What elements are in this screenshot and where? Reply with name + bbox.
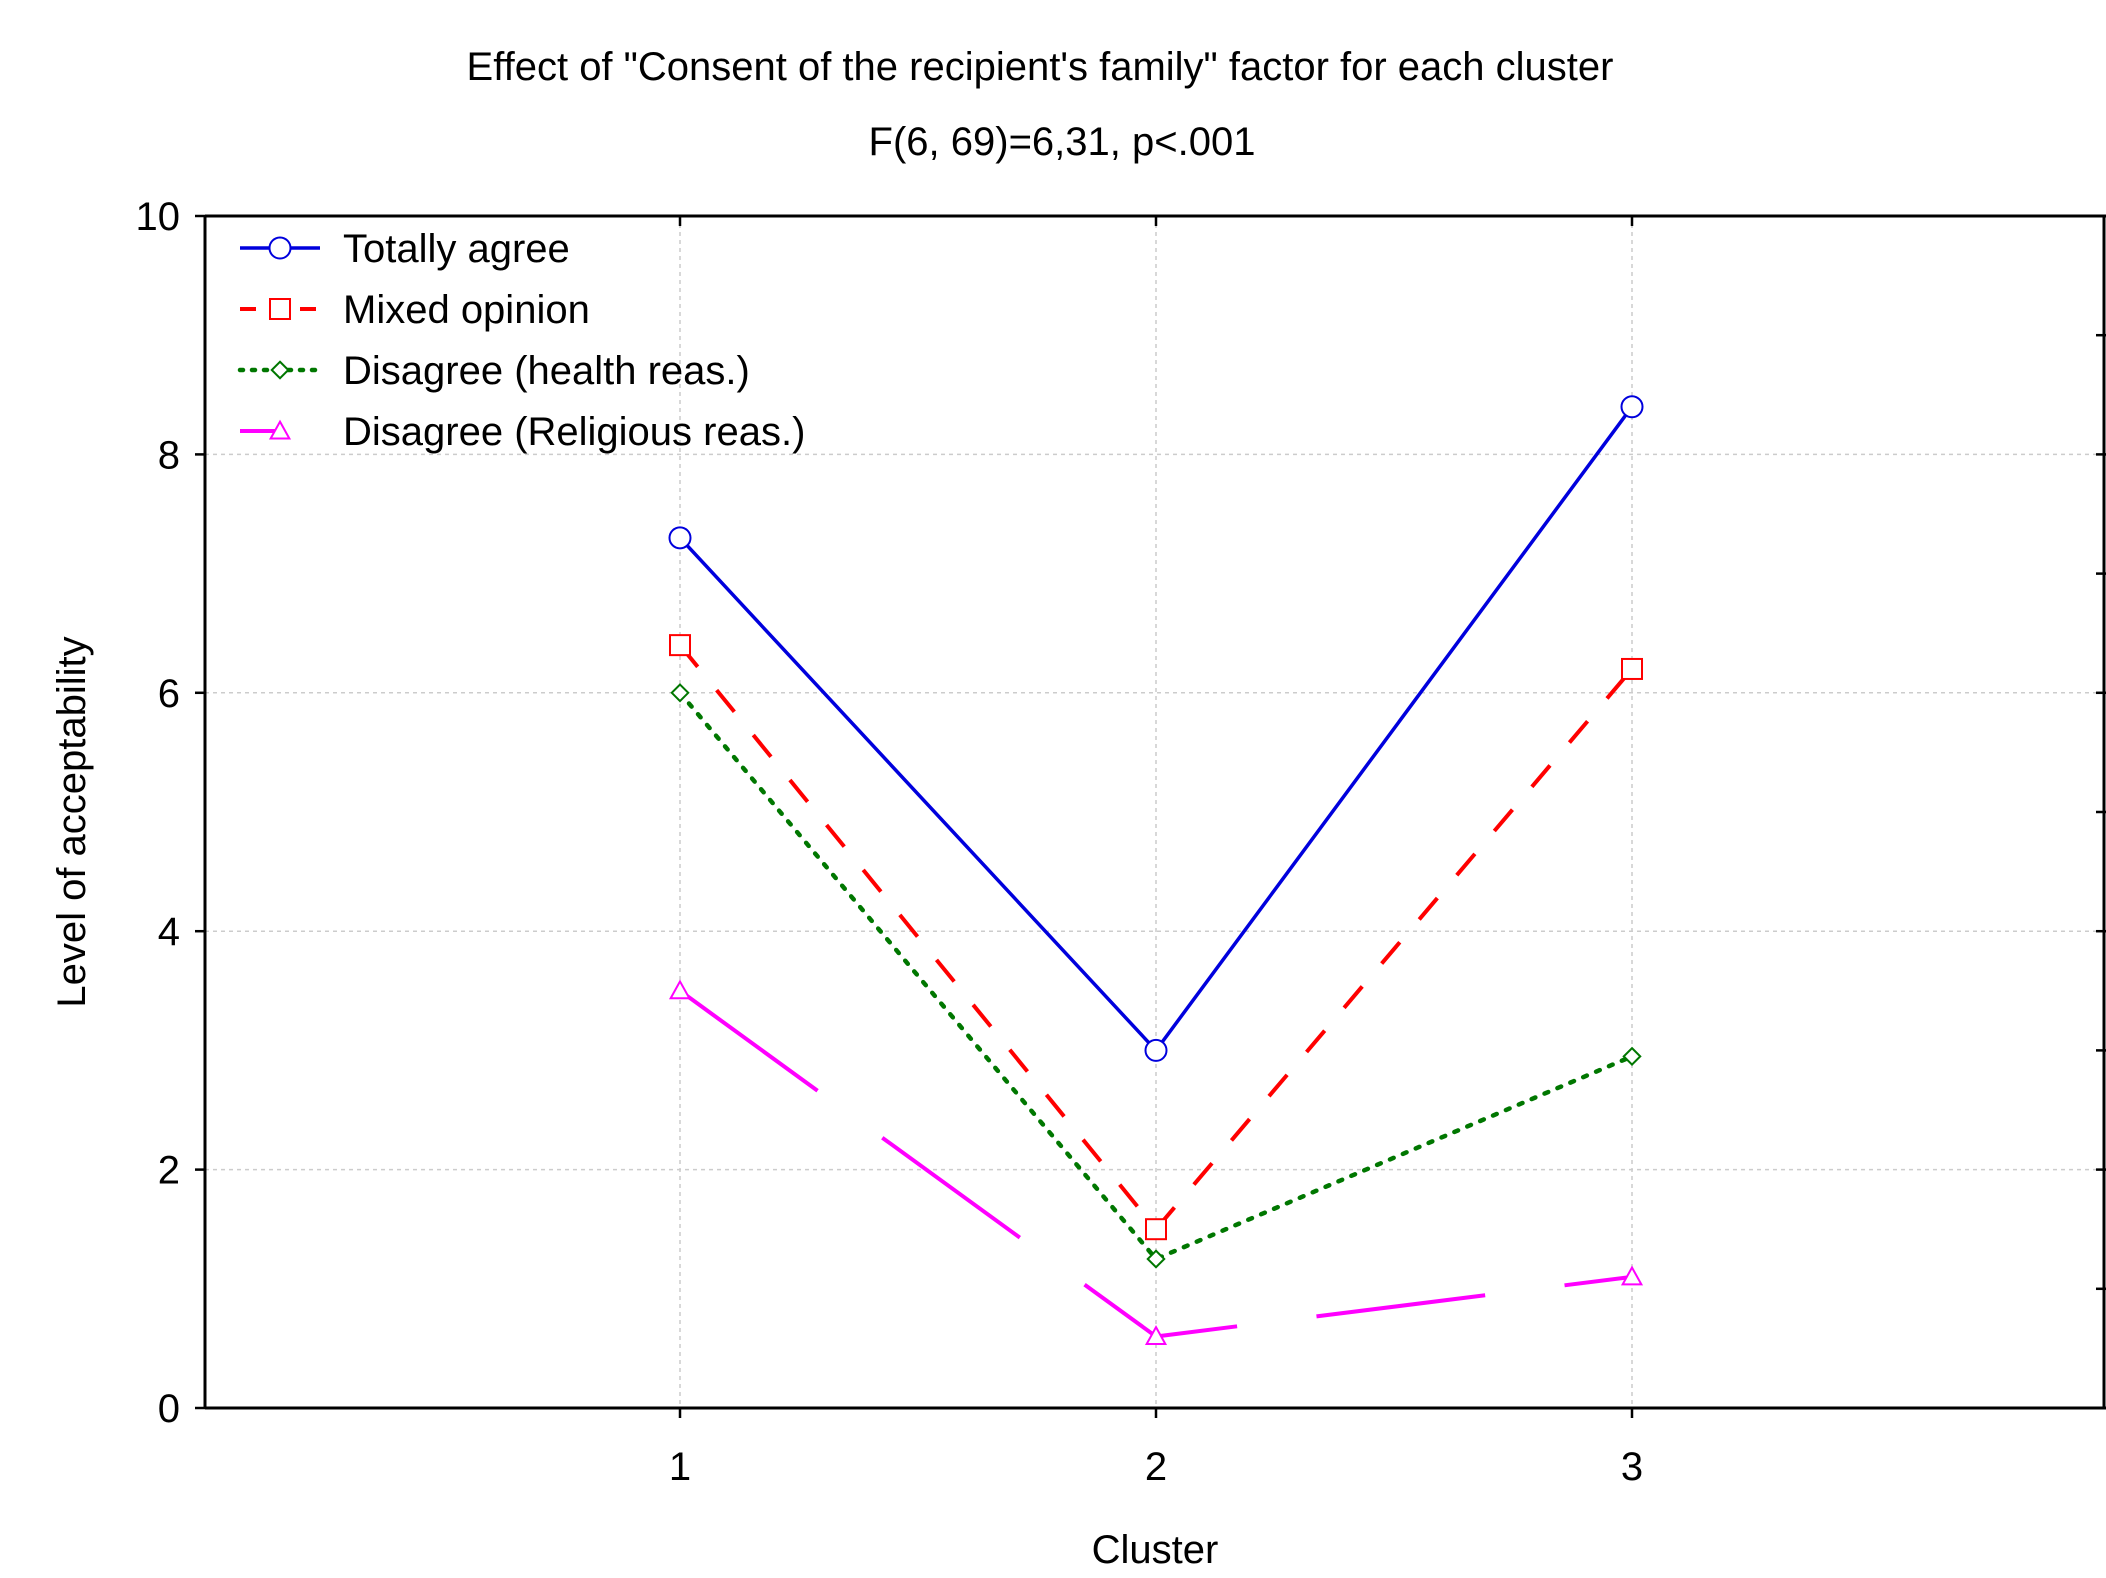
y-tick-label: 2 xyxy=(158,1149,180,1193)
y-tick-label: 8 xyxy=(158,433,180,477)
y-axis-label: Level of acceptability xyxy=(50,636,94,1007)
x-tick-label: 3 xyxy=(1621,1445,1643,1489)
data-point xyxy=(1622,396,1643,417)
x-tick-label: 2 xyxy=(1145,1445,1167,1489)
data-point xyxy=(672,685,689,702)
legend-label: Totally agree xyxy=(343,227,570,271)
legend-marker xyxy=(270,299,290,319)
x-tick-label: 1 xyxy=(669,1445,691,1489)
legend-item: Mixed opinion xyxy=(240,288,590,332)
legend-label: Disagree (health reas.) xyxy=(343,349,750,393)
y-tick-label: 6 xyxy=(158,672,180,716)
data-point xyxy=(671,981,690,998)
data-point xyxy=(670,635,690,655)
legend-label: Mixed opinion xyxy=(343,288,590,332)
chart-subtitle: F(6, 69)=6,31, p<.001 xyxy=(869,120,1256,164)
data-point xyxy=(1146,1219,1166,1239)
legend-marker xyxy=(272,362,289,379)
y-tick-label: 0 xyxy=(158,1387,180,1431)
y-tick-label: 4 xyxy=(158,910,180,954)
data-point xyxy=(1146,1040,1167,1061)
data-point xyxy=(670,527,691,548)
data-point xyxy=(1622,659,1642,679)
data-point xyxy=(1624,1048,1641,1065)
x-axis-label: Cluster xyxy=(1092,1528,1219,1572)
legend-marker xyxy=(270,238,291,259)
legend: Totally agree Mixed opinion Disagree (heal… xyxy=(240,227,805,454)
legend-item: Totally agree xyxy=(240,227,570,271)
legend-label: Disagree (Religious reas.) xyxy=(343,410,805,454)
legend-item: Disagree (Religious reas.) xyxy=(240,410,805,454)
y-tick-label: 10 xyxy=(136,195,181,239)
legend-item: Disagree (health reas.) xyxy=(240,349,750,393)
chart-title: Effect of "Consent of the recipient's fa… xyxy=(467,45,1614,89)
